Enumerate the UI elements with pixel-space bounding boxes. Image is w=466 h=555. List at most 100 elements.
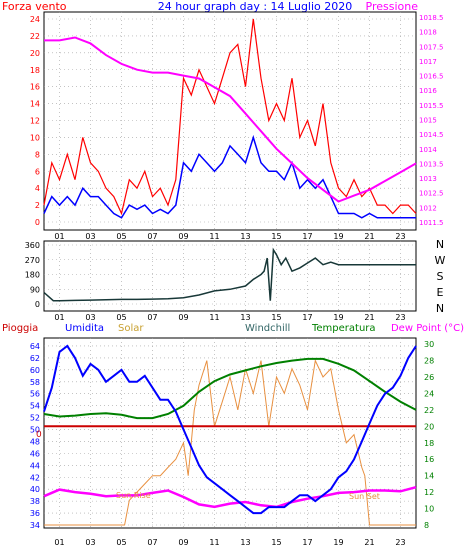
y2-tick-label: 1017.5: [419, 43, 444, 51]
y-tick-label: 10: [30, 133, 40, 142]
y2-tick-label: 22: [424, 406, 434, 415]
dewpoint-label: Dew Point (°C): [391, 323, 464, 334]
x-tick-label: 13: [240, 538, 250, 547]
y2-tick-label: 1018: [419, 29, 437, 37]
pressure-line: [44, 36, 417, 203]
y2-tick-label: 28: [424, 357, 434, 366]
x-tick-label: 09: [178, 232, 188, 241]
x-tick-label: 17: [302, 313, 312, 322]
x-tick-label: 23: [395, 313, 405, 322]
y2-tick-label: 16: [424, 455, 434, 464]
y-tick-label: 360: [25, 241, 40, 250]
temperature-label: Temperatura: [311, 323, 376, 334]
solar-label: Solar: [118, 323, 144, 334]
y-tick-label: 270: [25, 256, 40, 265]
y2-tick-label: 26: [424, 373, 434, 382]
sun-set-label: Sun Set: [349, 492, 380, 501]
wind-x-axis: 01 03 05 07 09 11 13 15 17 19 21 23: [54, 232, 405, 241]
y-tick-label: 0: [35, 300, 40, 309]
x-tick-label: 19: [333, 232, 343, 241]
y-tick-label: 60: [30, 366, 40, 375]
y2-tick-label: 1012: [419, 204, 437, 212]
x-tick-label: 09: [178, 538, 188, 547]
x-tick-label: 23: [395, 538, 405, 547]
y2-tick-label: 20: [424, 422, 434, 431]
x-tick-label: 13: [240, 313, 250, 322]
y-tick-label: 20: [30, 49, 40, 58]
y-tick-label: 50: [30, 426, 40, 435]
y2-tick-label: 1016.5: [419, 73, 444, 81]
y2-tick-label: 18: [424, 439, 434, 448]
temperature-y-axis: 8 10 12 14 16 18 20 22 24 26 28 30: [424, 340, 434, 530]
x-tick-label: 05: [116, 538, 126, 547]
compass-label: S: [437, 270, 444, 283]
humidity-y-axis: 34 36 38 40 42 44 46 48 50 52 54 56 58 60 62 64: [30, 342, 40, 530]
y2-tick-label: 10: [424, 505, 434, 514]
direction-series: [43, 247, 416, 302]
y-tick-label: 36: [30, 509, 40, 518]
compass-labels: N W S E N: [435, 238, 446, 315]
y-tick-label: 24: [30, 15, 40, 24]
y-tick-label: 4: [35, 184, 40, 193]
x-tick-label: 11: [209, 538, 219, 547]
x-tick-label: 09: [178, 313, 188, 322]
wind-speed-line: [43, 18, 417, 216]
x-tick-label: 11: [209, 313, 219, 322]
y2-tick-label: 1017: [419, 58, 437, 66]
y-tick-label: 2: [35, 201, 40, 210]
x-tick-label: 01: [54, 232, 64, 241]
wind-average-line: [43, 134, 416, 219]
humidity-label: Umidita: [65, 323, 104, 334]
rain-zero-label: 0: [36, 430, 42, 440]
x-tick-label: 05: [116, 313, 126, 322]
y-tick-label: 44: [30, 461, 40, 470]
y2-tick-label: 1016: [419, 87, 437, 95]
compass-label: W: [435, 254, 446, 267]
pressure-y-axis: 1011.5 1012 1012.5 1013 1013.5 1014 1014.5 1015…: [419, 14, 444, 227]
y-tick-label: 90: [30, 285, 40, 294]
y2-tick-label: 1013.5: [419, 160, 444, 168]
y2-tick-label: 1013: [419, 175, 437, 183]
y-tick-label: 12: [30, 117, 40, 126]
y2-tick-label: 12: [424, 488, 434, 497]
x-tick-label: 13: [240, 232, 250, 241]
x-tick-label: 03: [85, 232, 95, 241]
y2-tick-label: 1015: [419, 117, 437, 125]
y2-tick-label: 1018.5: [419, 14, 444, 22]
direction-x-axis: 01 03 05 07 09 11 13 15 17 19 21 23: [54, 313, 405, 322]
rain-label: Pioggia: [2, 323, 38, 334]
x-tick-label: 15: [271, 232, 281, 241]
y-tick-label: 64: [30, 342, 40, 351]
x-tick-label: 17: [302, 538, 312, 547]
y-tick-label: 18: [30, 66, 40, 75]
wind-direction-line: [43, 247, 416, 302]
compass-label: E: [437, 286, 444, 299]
x-tick-label: 01: [54, 538, 64, 547]
x-tick-label: 19: [333, 313, 343, 322]
x-tick-label: 11: [209, 232, 219, 241]
y-tick-label: 62: [30, 354, 40, 363]
y2-tick-label: 14: [424, 472, 434, 481]
y-tick-label: 38: [30, 497, 40, 506]
direction-y-axis: 0 90 180 270 360: [25, 241, 40, 309]
x-tick-label: 15: [271, 313, 281, 322]
y-tick-label: 52: [30, 414, 40, 423]
x-tick-label: 07: [147, 313, 157, 322]
y-tick-label: 48: [30, 437, 40, 446]
y-tick-label: 34: [30, 521, 40, 530]
y2-tick-label: 30: [424, 340, 434, 349]
y2-tick-label: 1015.5: [419, 102, 444, 110]
windchill-label: Windchill: [245, 323, 290, 334]
climate-series: [43, 344, 417, 526]
temperature-line: [43, 357, 417, 420]
y2-tick-label: 1014: [419, 146, 437, 154]
y2-tick-label: 8: [424, 521, 429, 530]
x-tick-label: 05: [116, 232, 126, 241]
x-tick-label: 07: [147, 538, 157, 547]
climate-x-axis: 01 03 05 07 09 11 13 15 17 19 21 23: [54, 538, 405, 547]
humidity-line: [43, 344, 417, 515]
dewpoint-line: [43, 485, 417, 509]
